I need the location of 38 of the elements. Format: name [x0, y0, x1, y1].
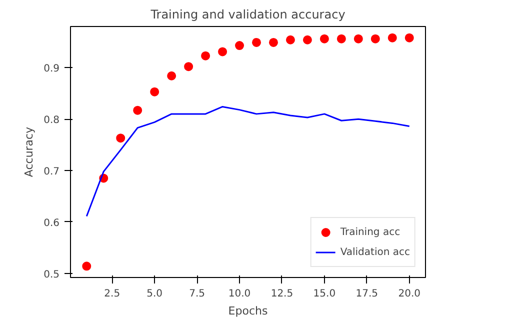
x-tick-label: 20.0: [398, 288, 420, 300]
x-tick-label: 12.5: [270, 288, 294, 300]
x-tick-label: 7.5: [189, 288, 205, 300]
y-tick-label: 0.6: [44, 218, 60, 229]
point: [133, 106, 142, 115]
legend-label: Validation acc: [340, 246, 410, 258]
point: [252, 38, 261, 47]
point: [336, 34, 346, 44]
point: [320, 34, 329, 44]
y-tick-label: 0.9: [44, 64, 60, 75]
point: [82, 262, 92, 271]
y-tick-label: 0.5: [44, 269, 60, 280]
x-tick-label: 17.5: [356, 288, 378, 300]
point: [268, 38, 278, 47]
x-tick-label: 2.5: [104, 288, 120, 300]
point: [354, 34, 363, 44]
y-tick-label: 0.7: [44, 166, 60, 178]
legend-label: Training acc: [340, 226, 400, 238]
point: [116, 134, 126, 143]
x-tick-label: 5.0: [146, 288, 163, 300]
point: [286, 35, 295, 44]
point: [167, 71, 176, 80]
point: [404, 33, 414, 42]
point: [201, 51, 210, 60]
point: [370, 34, 380, 44]
point: [235, 41, 244, 50]
point: [302, 35, 312, 44]
x-tick-label: 15.0: [313, 288, 336, 300]
point: [150, 87, 160, 96]
y-axis-title: Accuracy: [22, 126, 36, 178]
line-series: [86, 106, 410, 218]
point: [388, 33, 397, 42]
x-tick-label: 10.0: [228, 288, 251, 300]
point: [218, 47, 228, 56]
x-axis-title: Epochs: [228, 304, 268, 318]
point: [184, 62, 194, 72]
chart-title: Training and validation accuracy: [150, 8, 346, 22]
y-tick-label: 0.8: [44, 115, 60, 126]
